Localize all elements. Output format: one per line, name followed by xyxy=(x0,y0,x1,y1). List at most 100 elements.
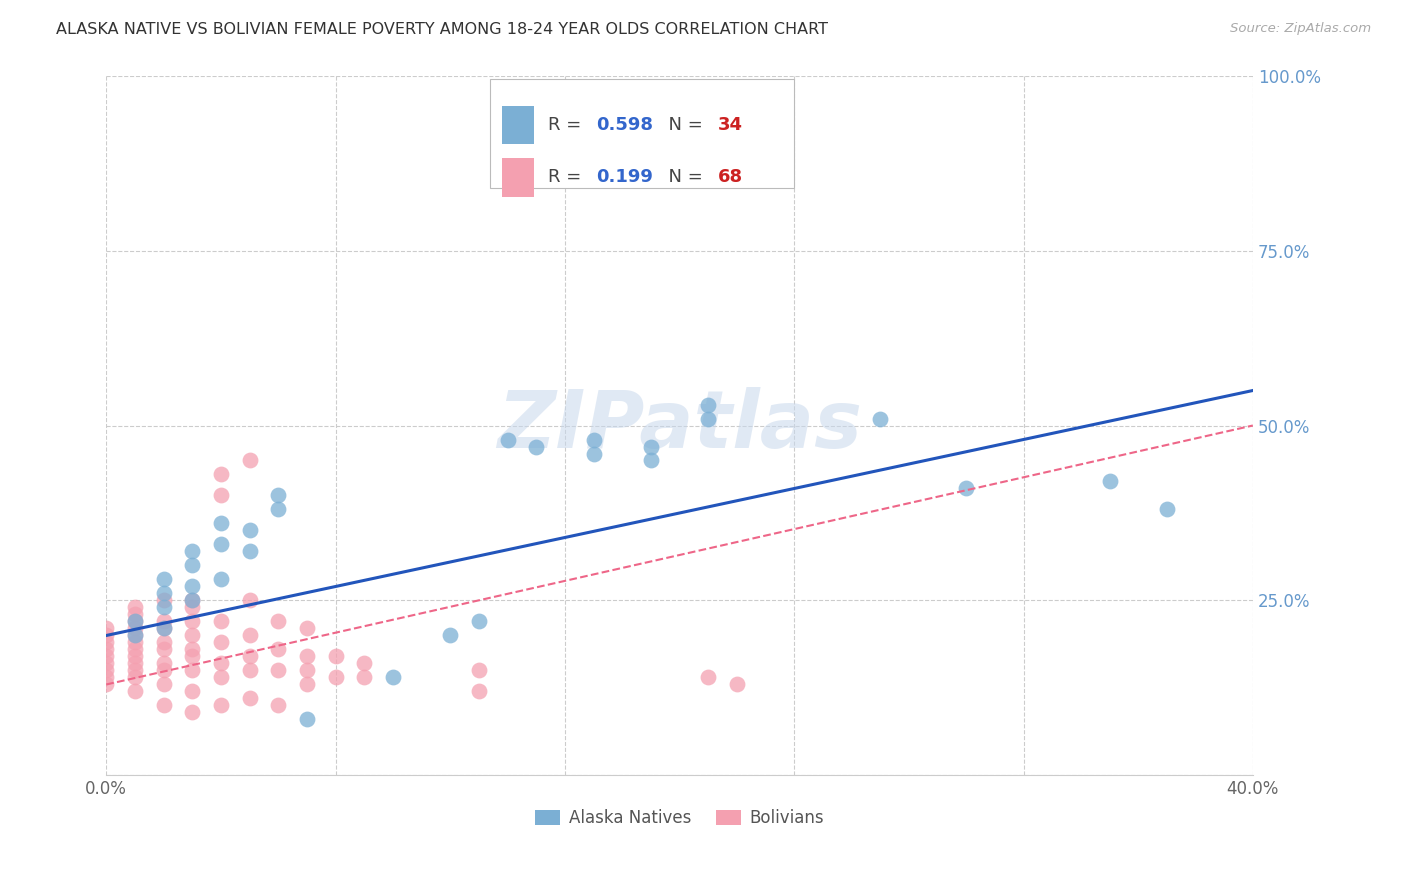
Point xyxy=(524,440,547,454)
Point xyxy=(955,482,977,496)
Point xyxy=(267,488,290,502)
Point xyxy=(209,488,232,502)
Legend: Alaska Natives, Bolivians: Alaska Natives, Bolivians xyxy=(529,802,831,834)
Point xyxy=(295,713,318,727)
Point xyxy=(267,642,290,657)
Point xyxy=(295,649,318,664)
Point xyxy=(209,573,232,587)
Text: N =: N = xyxy=(657,169,709,186)
Point xyxy=(152,664,174,678)
Point xyxy=(209,537,232,551)
Point xyxy=(468,684,491,698)
Point xyxy=(295,677,318,691)
Point xyxy=(209,615,232,629)
Point xyxy=(697,411,720,425)
Point xyxy=(152,593,174,607)
Point xyxy=(325,671,347,685)
Point xyxy=(582,446,605,460)
Point xyxy=(96,642,118,657)
Point xyxy=(124,600,146,615)
Point xyxy=(181,642,204,657)
Point xyxy=(124,635,146,649)
Point xyxy=(181,558,204,573)
Point xyxy=(209,516,232,531)
Point xyxy=(353,657,375,671)
Point xyxy=(439,628,461,642)
Point xyxy=(295,622,318,636)
Point xyxy=(238,544,260,558)
Point xyxy=(152,698,174,713)
Point xyxy=(152,622,174,636)
FancyBboxPatch shape xyxy=(502,158,534,196)
Point xyxy=(181,664,204,678)
Text: ZIPatlas: ZIPatlas xyxy=(498,386,862,465)
Point xyxy=(181,706,204,720)
Point xyxy=(96,622,118,636)
Point xyxy=(181,544,204,558)
Text: 68: 68 xyxy=(717,169,742,186)
Point xyxy=(152,615,174,629)
Point xyxy=(181,593,204,607)
Point xyxy=(152,657,174,671)
Point xyxy=(381,671,404,685)
Point xyxy=(152,677,174,691)
Point xyxy=(181,649,204,664)
Text: 0.598: 0.598 xyxy=(596,116,652,134)
Text: ALASKA NATIVE VS BOLIVIAN FEMALE POVERTY AMONG 18-24 YEAR OLDS CORRELATION CHART: ALASKA NATIVE VS BOLIVIAN FEMALE POVERTY… xyxy=(56,22,828,37)
Point xyxy=(238,628,260,642)
Point xyxy=(181,580,204,594)
Point xyxy=(96,664,118,678)
Point xyxy=(582,433,605,447)
Text: Source: ZipAtlas.com: Source: ZipAtlas.com xyxy=(1230,22,1371,36)
Point xyxy=(238,453,260,467)
Point xyxy=(124,642,146,657)
Point xyxy=(181,628,204,642)
Point xyxy=(295,664,318,678)
Point xyxy=(468,664,491,678)
Point xyxy=(725,153,748,167)
Y-axis label: Female Poverty Among 18-24 Year Olds: Female Poverty Among 18-24 Year Olds xyxy=(0,275,7,576)
Point xyxy=(124,649,146,664)
FancyBboxPatch shape xyxy=(491,79,794,187)
Point xyxy=(181,600,204,615)
Point xyxy=(124,622,146,636)
Point xyxy=(209,635,232,649)
Point xyxy=(209,467,232,482)
Point xyxy=(238,664,260,678)
Point xyxy=(496,433,519,447)
Point xyxy=(124,615,146,629)
Text: R =: R = xyxy=(548,169,586,186)
Point xyxy=(697,671,720,685)
Point xyxy=(152,600,174,615)
Point xyxy=(325,649,347,664)
Point xyxy=(697,397,720,411)
Point xyxy=(152,573,174,587)
Point xyxy=(152,635,174,649)
Point xyxy=(267,615,290,629)
Point xyxy=(152,642,174,657)
Text: N =: N = xyxy=(657,116,709,134)
Point xyxy=(238,649,260,664)
Point xyxy=(96,677,118,691)
Point xyxy=(238,593,260,607)
Point xyxy=(1156,502,1178,516)
Point xyxy=(124,607,146,622)
Point xyxy=(209,698,232,713)
Point xyxy=(640,440,662,454)
Point xyxy=(152,586,174,600)
Text: 0.199: 0.199 xyxy=(596,169,652,186)
Point xyxy=(181,684,204,698)
Point xyxy=(267,502,290,516)
Point xyxy=(124,657,146,671)
Point xyxy=(96,671,118,685)
Point xyxy=(725,677,748,691)
Point xyxy=(267,664,290,678)
FancyBboxPatch shape xyxy=(502,105,534,145)
Point xyxy=(124,615,146,629)
Text: 34: 34 xyxy=(717,116,742,134)
Point xyxy=(96,657,118,671)
Point xyxy=(96,628,118,642)
Text: R =: R = xyxy=(548,116,586,134)
Point xyxy=(124,684,146,698)
Point xyxy=(124,628,146,642)
